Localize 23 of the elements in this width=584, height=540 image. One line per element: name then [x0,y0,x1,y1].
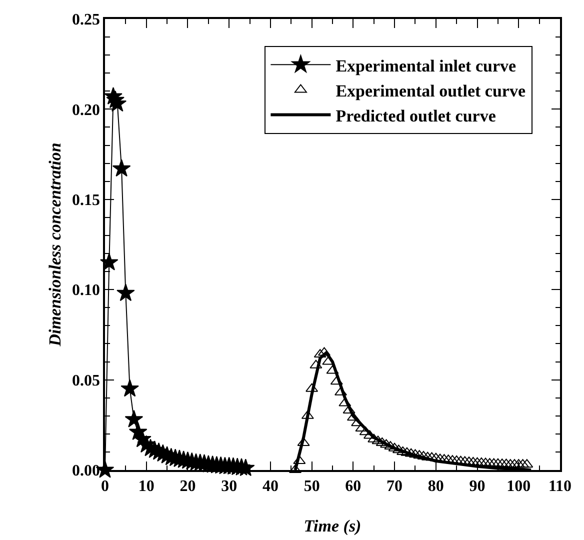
x-tick-label: 60 [345,478,362,495]
x-tick-label: 90 [469,478,486,495]
legend-label: Predicted outlet curve [336,106,496,126]
x-tick-label: 10 [138,478,154,495]
x-tick-label: 50 [304,478,320,495]
y-axis-title: Dimensionless concentration [46,142,64,348]
y-tick-label: 0.10 [72,282,100,300]
y-tick-label: 0.00 [72,462,100,480]
x-tick-label: 100 [506,478,531,495]
y-tick-label: 0.05 [72,372,100,390]
x-tick-label: 0 [101,478,109,495]
y-tick-label: 0.25 [72,12,100,29]
y-tick-label: 0.15 [72,192,100,209]
x-tick-label: 30 [221,478,238,495]
legend-label: Experimental outlet curve [336,81,526,100]
y-tick-label: 0.20 [72,102,100,119]
x-tick-label: 70 [386,478,403,495]
x-tick-label: 40 [262,478,278,495]
x-tick-label: 20 [180,478,196,495]
x-tick-label: 110 [548,478,572,495]
x-axis-title: Time (s) [304,516,362,536]
legend-label: Experimental inlet curve [336,56,517,76]
x-tick-label: 80 [428,478,444,495]
